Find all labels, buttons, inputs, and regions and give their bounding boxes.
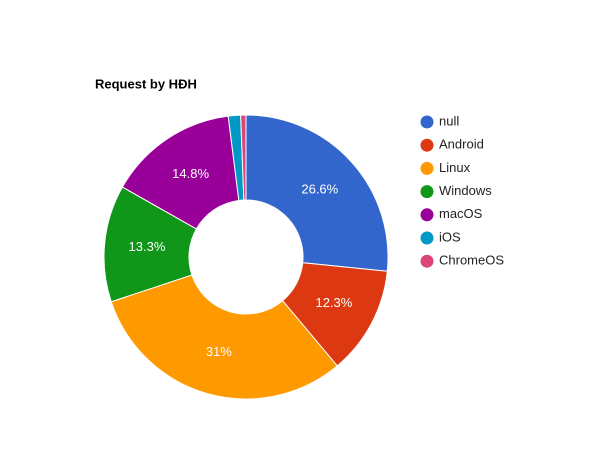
legend-marker — [420, 231, 434, 245]
slice — [245, 114, 389, 272]
legend-marker — [420, 185, 434, 199]
slice-label: 26.6% — [301, 182, 338, 197]
slice — [121, 115, 240, 230]
legend-marker — [420, 115, 434, 129]
legend-label: ChromeOS — [439, 253, 504, 268]
legend-label: Android — [439, 137, 484, 152]
legend-marker — [420, 161, 434, 175]
legend-marker — [420, 138, 434, 152]
slice-label: 31% — [206, 344, 232, 359]
slice — [110, 274, 338, 400]
legend-label: Windows — [439, 183, 492, 198]
slice — [240, 114, 247, 201]
legend-label: iOS — [439, 229, 461, 244]
legend-marker — [420, 254, 434, 268]
chart-title: Request by HĐH — [95, 76, 197, 91]
slice-label: 14.8% — [172, 166, 209, 181]
legend-marker — [420, 208, 434, 222]
legend-label: null — [439, 113, 459, 128]
legend-label: Linux — [439, 160, 471, 175]
slice-label: 13.3% — [129, 239, 166, 254]
legend-label: macOS — [439, 206, 483, 221]
slice-label: 12.3% — [315, 295, 352, 310]
